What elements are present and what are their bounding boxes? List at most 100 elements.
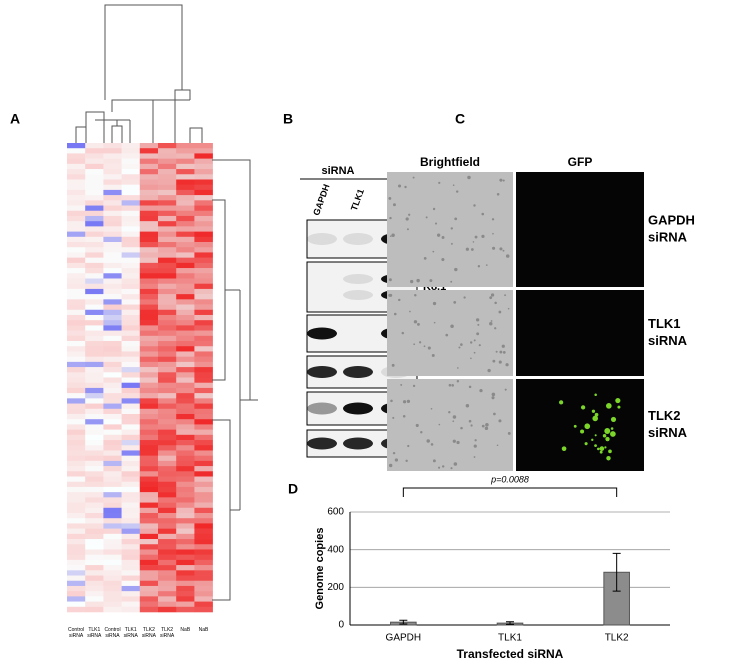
texture <box>414 293 417 297</box>
heatmap-cell <box>139 294 159 300</box>
heatmap-cell <box>85 236 104 243</box>
gfp-cell <box>606 456 611 461</box>
texture <box>492 359 496 363</box>
heatmap-cell <box>194 148 213 154</box>
heatmap-cell <box>121 476 141 483</box>
texture <box>453 300 457 304</box>
heatmap-cell <box>67 544 86 550</box>
heatmap-cell <box>176 518 195 524</box>
heatmap-cell <box>176 236 195 243</box>
heatmap-cell <box>103 585 122 592</box>
heatmap-cell <box>85 247 104 253</box>
heatmap-cell <box>158 278 177 284</box>
heatmap-cell <box>139 502 159 509</box>
gfp-cell <box>608 449 612 454</box>
heatmap-cell <box>176 497 195 503</box>
band <box>307 437 337 450</box>
heatmap-cell <box>67 325 86 331</box>
heatmap-cell <box>194 575 213 582</box>
heatmap-cell <box>121 408 141 415</box>
heatmap-cell <box>103 153 122 159</box>
heatmap-cell <box>121 596 141 602</box>
heatmap-cell <box>139 528 159 535</box>
heatmap-cell <box>194 539 213 545</box>
texture <box>441 465 445 468</box>
heatmap-cell <box>176 476 195 483</box>
heatmap-cell <box>121 273 141 279</box>
heatmap-cell <box>158 450 177 456</box>
gfp-cell <box>599 450 603 454</box>
heatmap-cell <box>139 361 159 368</box>
heatmap-cell <box>158 393 177 399</box>
heatmap-cell <box>139 450 159 456</box>
heatmap-cell <box>121 554 141 561</box>
heatmap-cell <box>158 226 177 232</box>
heatmap-cell <box>103 559 122 566</box>
heatmap-cell <box>121 231 141 238</box>
heatmap-cell <box>194 544 213 550</box>
texture <box>425 216 428 219</box>
heatmap-cell <box>67 523 86 529</box>
column-label: TLK2 siRNA <box>160 627 175 639</box>
heatmap-cell <box>139 580 159 587</box>
heatmap-cell <box>194 403 213 410</box>
heatmap-cell <box>176 606 195 613</box>
heatmap-cell <box>158 492 177 498</box>
texture <box>490 320 493 322</box>
heatmap-cell <box>85 205 104 212</box>
heatmap-cell <box>103 247 122 253</box>
gfp-cell <box>594 434 597 437</box>
heatmap-cell <box>103 398 122 404</box>
heatmap-cell <box>139 476 159 483</box>
heatmap-cell <box>121 356 141 363</box>
heatmap-cell <box>85 195 104 201</box>
gfp-cell <box>591 409 596 413</box>
heatmap-cell <box>103 455 122 462</box>
heatmap-cell <box>176 252 195 258</box>
heatmap-cell <box>194 205 213 212</box>
heatmap-cell <box>121 262 141 269</box>
heatmap-cell <box>85 382 104 389</box>
heatmap-cell <box>103 184 122 191</box>
heatmap-cell <box>85 330 104 337</box>
heatmap-cell <box>121 346 141 352</box>
heatmap-cell <box>176 580 195 587</box>
heatmap-cell <box>121 215 141 222</box>
heatmap-cell <box>176 361 195 368</box>
heatmap-cell <box>158 314 177 321</box>
texture <box>470 248 474 251</box>
heatmap-cell <box>121 512 141 519</box>
heatmap-cell <box>139 158 159 165</box>
heatmap-cell <box>158 205 177 212</box>
heatmap-cell <box>176 320 195 326</box>
heatmap-cell <box>85 231 104 238</box>
heatmap-cell <box>194 606 213 613</box>
heatmap-cell <box>103 575 122 582</box>
heatmap-cell <box>158 341 177 347</box>
texture <box>432 250 435 253</box>
heatmap-cell <box>67 189 86 196</box>
texture <box>392 451 396 455</box>
texture <box>489 321 493 326</box>
lane-label: GAPDH <box>311 183 332 217</box>
heatmap-cell <box>158 533 177 540</box>
heatmap-cell <box>158 539 177 545</box>
heatmap-cell <box>194 455 213 462</box>
heatmap-cell <box>103 440 122 446</box>
heatmap-cell <box>176 226 195 232</box>
heatmap-cell <box>85 424 104 430</box>
heatmap-cell <box>103 215 122 222</box>
heatmap-cell <box>158 429 177 436</box>
texture <box>406 228 409 231</box>
heatmap-cell <box>121 528 141 535</box>
texture <box>463 296 466 299</box>
heatmap-cell <box>158 288 177 295</box>
texture <box>450 280 453 283</box>
gfp-cell <box>594 412 599 417</box>
heatmap-cell <box>176 434 195 441</box>
heatmap-cell <box>121 325 141 331</box>
heatmap-cell <box>121 163 141 170</box>
heatmap-cell <box>85 387 104 394</box>
band <box>343 233 373 245</box>
texture <box>402 400 407 404</box>
